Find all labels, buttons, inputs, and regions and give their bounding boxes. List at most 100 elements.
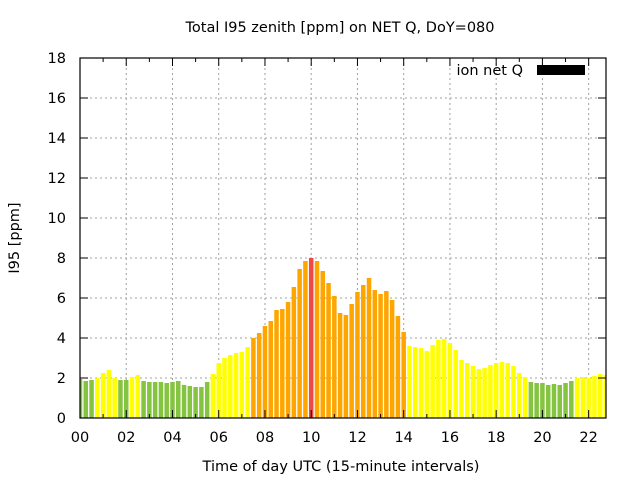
x-tick-label: 12 bbox=[348, 430, 366, 446]
y-tick-labels: 0 2 4 6 8 10 12 14 16 18 bbox=[48, 51, 66, 427]
y-tick-label: 14 bbox=[48, 131, 66, 147]
bar bbox=[222, 358, 227, 418]
legend: ion net Q bbox=[456, 63, 585, 79]
bar bbox=[493, 363, 499, 418]
bar bbox=[366, 278, 372, 418]
bar bbox=[465, 363, 470, 418]
bar bbox=[349, 304, 354, 418]
bar bbox=[123, 380, 129, 418]
chart-title: Total I95 zenith [ppm] on NET Q, DoY=080 bbox=[185, 20, 495, 36]
bar bbox=[360, 285, 366, 418]
x-tick-label: 02 bbox=[117, 430, 135, 446]
x-tick-label: 18 bbox=[487, 430, 505, 446]
bar bbox=[528, 382, 534, 418]
bar bbox=[152, 382, 158, 418]
bar bbox=[441, 339, 447, 418]
bar bbox=[597, 374, 603, 418]
bar bbox=[603, 375, 606, 418]
bar bbox=[245, 347, 250, 418]
x-tick-label: 22 bbox=[579, 430, 597, 446]
bar bbox=[534, 383, 539, 418]
bar bbox=[586, 378, 591, 418]
bar bbox=[326, 283, 331, 418]
bar bbox=[447, 343, 453, 418]
bar bbox=[378, 294, 383, 418]
x-tick-label: 04 bbox=[163, 430, 181, 446]
bar bbox=[158, 382, 164, 418]
bar bbox=[106, 370, 112, 418]
bar bbox=[285, 302, 291, 418]
x-tick-label: 10 bbox=[302, 430, 320, 446]
bar bbox=[164, 383, 169, 418]
legend-swatch bbox=[537, 65, 585, 75]
legend-label: ion net Q bbox=[456, 63, 523, 79]
bar bbox=[505, 363, 510, 418]
bar bbox=[199, 387, 204, 418]
y-tick-label: 12 bbox=[48, 171, 66, 187]
bar bbox=[314, 261, 320, 418]
y-tick-label: 16 bbox=[48, 91, 66, 107]
bar bbox=[308, 258, 314, 418]
bar bbox=[459, 360, 464, 418]
bar bbox=[303, 261, 308, 418]
bar bbox=[540, 383, 545, 418]
bar bbox=[256, 333, 262, 418]
bar bbox=[204, 382, 210, 418]
bar bbox=[569, 381, 574, 418]
bars-group bbox=[80, 258, 606, 418]
bar bbox=[401, 332, 406, 418]
bar bbox=[545, 385, 551, 418]
grid-lines bbox=[80, 58, 606, 418]
bar bbox=[412, 347, 418, 418]
bar bbox=[337, 313, 343, 418]
bar bbox=[129, 377, 135, 418]
bar bbox=[332, 296, 337, 418]
y-tick-label: 8 bbox=[57, 251, 66, 267]
bar bbox=[187, 386, 193, 418]
bar bbox=[384, 291, 389, 418]
bar bbox=[424, 351, 430, 418]
bar bbox=[395, 316, 401, 418]
bar bbox=[170, 382, 175, 418]
bar bbox=[343, 315, 349, 418]
bar bbox=[112, 378, 117, 418]
plot-border bbox=[79, 57, 607, 419]
bar bbox=[592, 376, 597, 418]
y-tick-label: 0 bbox=[57, 411, 66, 427]
x-tick-label: 20 bbox=[533, 430, 551, 446]
bar bbox=[100, 373, 106, 418]
bar bbox=[407, 346, 412, 418]
y-tick-label: 6 bbox=[57, 291, 66, 307]
bar bbox=[268, 321, 274, 418]
bar bbox=[176, 381, 181, 418]
bar bbox=[320, 271, 326, 418]
bar bbox=[580, 377, 586, 418]
bar bbox=[216, 363, 221, 418]
y-tick-label: 4 bbox=[57, 331, 66, 347]
bar bbox=[557, 385, 563, 418]
bar bbox=[83, 381, 89, 418]
bar bbox=[482, 368, 487, 418]
x-tick-label: 06 bbox=[209, 430, 227, 446]
y-axis-label: I95 [ppm] bbox=[7, 202, 23, 273]
bar bbox=[517, 373, 522, 418]
bar bbox=[488, 365, 493, 418]
x-tick-label: 14 bbox=[394, 430, 412, 446]
bar bbox=[563, 383, 568, 418]
bar bbox=[372, 290, 378, 418]
x-axis-label: Time of day UTC (15-minute intervals) bbox=[202, 459, 480, 475]
bar bbox=[430, 345, 435, 418]
bar bbox=[95, 378, 100, 418]
bar bbox=[118, 380, 123, 418]
bar bbox=[251, 338, 256, 418]
bar bbox=[233, 353, 239, 418]
bar bbox=[574, 378, 580, 418]
bar bbox=[280, 309, 285, 418]
bar bbox=[239, 352, 245, 418]
bar bbox=[418, 348, 424, 418]
x-tick-label: 00 bbox=[71, 430, 89, 446]
bar bbox=[522, 377, 528, 418]
bar bbox=[228, 355, 233, 418]
bar bbox=[80, 379, 83, 418]
